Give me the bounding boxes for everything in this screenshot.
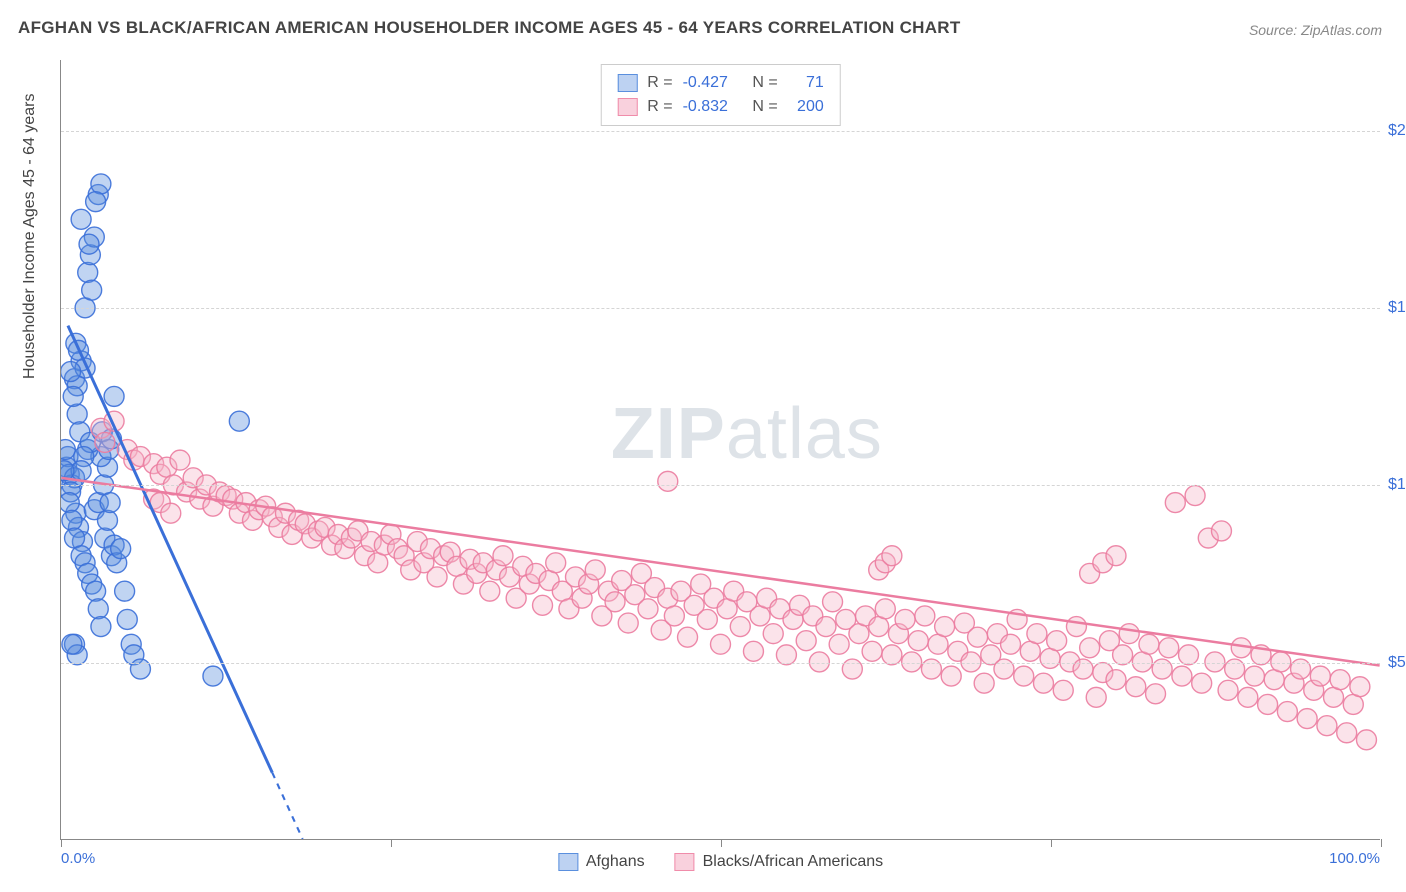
y-tick-label: $100,000: [1388, 476, 1406, 494]
scatter-svg: [61, 60, 1380, 839]
legend-label: Afghans: [586, 853, 645, 871]
watermark-bold: ZIP: [611, 394, 726, 474]
x-axis-min-label: 0.0%: [61, 850, 95, 867]
x-axis-max-label: 100.0%: [1329, 850, 1380, 867]
stats-row-series-0: R = -0.427 N = 71: [617, 71, 824, 95]
x-tick: [391, 839, 392, 847]
gridline: [61, 308, 1380, 309]
gridline: [61, 485, 1380, 486]
source-credit: Source: ZipAtlas.com: [1249, 22, 1382, 38]
stat-r-label: R =: [647, 95, 672, 119]
y-axis-title: Householder Income Ages 45 - 64 years: [21, 94, 39, 380]
swatch-icon: [617, 74, 637, 92]
bottom-legend: Afghans Blacks/African Americans: [558, 853, 883, 871]
x-tick: [61, 839, 62, 847]
legend-label: Blacks/African Americans: [703, 853, 884, 871]
legend-item-0: Afghans: [558, 853, 645, 871]
y-tick-label: $200,000: [1388, 122, 1406, 140]
swatch-icon: [558, 853, 578, 871]
stat-r-value: -0.427: [683, 71, 728, 95]
gridline: [61, 131, 1380, 132]
gridline: [61, 663, 1380, 664]
stat-r-label: R =: [647, 71, 672, 95]
watermark-light: atlas: [726, 394, 883, 474]
y-tick-label: $150,000: [1388, 299, 1406, 317]
watermark: ZIPatlas: [611, 393, 883, 475]
x-tick: [1051, 839, 1052, 847]
stat-n-label: N =: [752, 95, 777, 119]
stat-n-value: 71: [788, 71, 824, 95]
swatch-icon: [675, 853, 695, 871]
swatch-icon: [617, 98, 637, 116]
stat-n-value: 200: [788, 95, 824, 119]
y-tick-label: $50,000: [1388, 654, 1406, 672]
x-tick: [1381, 839, 1382, 847]
chart-title: AFGHAN VS BLACK/AFRICAN AMERICAN HOUSEHO…: [18, 18, 961, 38]
legend-item-1: Blacks/African Americans: [675, 853, 884, 871]
x-tick: [721, 839, 722, 847]
chart-plot-area: ZIPatlas R = -0.427 N = 71 R = -0.832 N …: [60, 60, 1380, 840]
stat-r-value: -0.832: [683, 95, 728, 119]
stats-row-series-1: R = -0.832 N = 200: [617, 95, 824, 119]
stats-box: R = -0.427 N = 71 R = -0.832 N = 200: [600, 64, 841, 126]
stat-n-label: N =: [752, 71, 777, 95]
